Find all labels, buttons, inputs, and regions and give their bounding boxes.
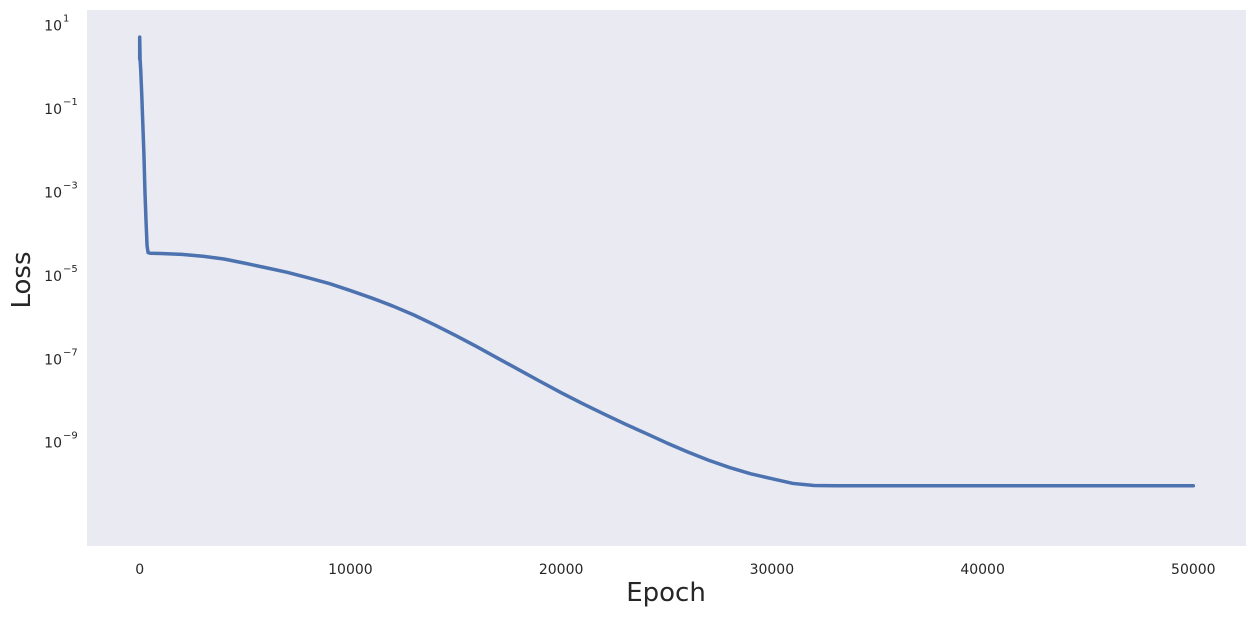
plot-area xyxy=(87,10,1246,546)
y-tick-label: 10 xyxy=(44,102,62,118)
y-tick-exponent: −3 xyxy=(63,180,78,191)
x-axis-title: Epoch xyxy=(626,578,706,608)
y-tick-label: 10 xyxy=(44,19,62,35)
y-tick-label: 10 xyxy=(44,436,62,452)
y-tick-exponent: −9 xyxy=(63,431,78,442)
y-tick-exponent: −7 xyxy=(63,347,78,358)
y-tick-label: 10 xyxy=(44,269,62,285)
x-tick-label: 0 xyxy=(135,562,144,578)
y-tick-label: 10 xyxy=(44,352,62,368)
y-tick-exponent: −5 xyxy=(63,264,78,275)
x-tick-label: 50000 xyxy=(1171,562,1216,578)
x-tick-label: 40000 xyxy=(960,562,1005,578)
x-axis-ticks: 0 10000 20000 30000 40000 50000 xyxy=(135,562,1215,578)
y-tick-label: 10 xyxy=(44,185,62,201)
y-tick-exponent: 1 xyxy=(63,14,69,25)
x-tick-label: 10000 xyxy=(328,562,373,578)
y-tick-exponent: −1 xyxy=(63,97,78,108)
x-tick-label: 20000 xyxy=(539,562,584,578)
y-axis-title: Loss xyxy=(7,251,37,308)
x-tick-label: 30000 xyxy=(750,562,795,578)
series-line-loss xyxy=(137,35,1196,488)
